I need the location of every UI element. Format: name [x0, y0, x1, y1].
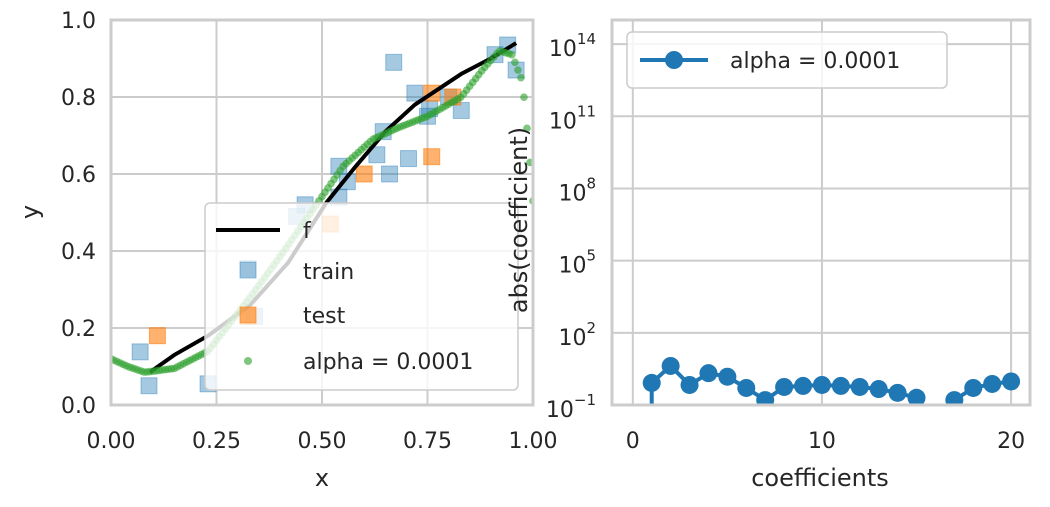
fit-point	[511, 58, 519, 67]
y-tick-label: 108	[558, 174, 596, 206]
y-tick-label: 0.0	[61, 394, 96, 419]
legend-test-label: test	[303, 304, 346, 329]
left-legend: f train test alpha = 0.0001	[204, 202, 519, 391]
x-tick-label: 10	[808, 429, 836, 454]
coef-point	[794, 376, 813, 395]
y-tick-label: 1014	[549, 30, 596, 62]
left-x-axis-label: x	[315, 464, 329, 492]
coef-point	[888, 383, 907, 402]
legend-test-marker	[239, 306, 257, 324]
coef-point	[945, 391, 964, 405]
train-point	[368, 146, 386, 164]
legend-fit-label: alpha = 0.0001	[303, 350, 473, 375]
coef-point	[661, 356, 680, 375]
test-point	[355, 165, 373, 183]
f-line	[148, 41, 518, 374]
y-tick-label: 0.6	[61, 163, 96, 188]
y-tick-label: 102	[558, 319, 596, 351]
coef-point	[756, 391, 775, 405]
x-tick-label: 20	[997, 429, 1025, 454]
x-tick-label: 1.00	[509, 429, 558, 454]
right-x-axis-label: coefficients	[751, 464, 889, 492]
test-point	[148, 327, 166, 345]
legend-coef-marker	[665, 51, 683, 69]
coef-line	[953, 379, 1012, 402]
fit-point	[523, 124, 531, 133]
train-point	[131, 343, 149, 361]
y-tick-label: 1011	[549, 102, 596, 134]
coef-point	[699, 364, 718, 383]
train-point	[385, 53, 403, 71]
fit-point	[526, 158, 533, 167]
coef-point	[718, 367, 737, 386]
fit-point	[517, 73, 525, 82]
left-y-axis-label: y	[16, 205, 44, 219]
coef-point	[983, 374, 1002, 393]
coef-point	[775, 377, 794, 396]
x-tick-label: 0.75	[403, 429, 452, 454]
y-tick-label: 0.4	[61, 240, 96, 265]
legend-f-label: f	[303, 219, 312, 244]
coef-point	[869, 380, 888, 399]
y-tick-label: 1.0	[61, 9, 96, 34]
coef-point	[907, 388, 926, 405]
coef-point	[1002, 372, 1021, 391]
fit-point	[520, 93, 528, 101]
legend-train-label: train	[303, 260, 354, 285]
coef-point	[850, 377, 869, 396]
coef-point	[831, 376, 850, 395]
test-point	[423, 148, 441, 166]
train-point	[140, 377, 158, 395]
x-tick-label: 0.25	[192, 429, 241, 454]
fit-point	[514, 66, 522, 74]
y-tick-label: 10−1	[546, 391, 596, 423]
x-tick-label: 0.50	[298, 429, 347, 454]
legend-train-marker	[239, 261, 257, 279]
coef-point	[642, 373, 661, 392]
right-y-axis-label: abs(coefficient)	[505, 127, 533, 313]
y-tick-label: 0.2	[61, 317, 96, 342]
legend-coef-label: alpha = 0.0001	[730, 49, 900, 74]
y-tick-label: 0.8	[61, 86, 96, 111]
coef-point	[737, 378, 756, 397]
train-point	[406, 84, 424, 102]
legend-fit-marker	[244, 357, 252, 365]
coef-point	[680, 375, 699, 394]
x-tick-label: 0.00	[87, 429, 136, 454]
y-tick-label: 105	[558, 247, 596, 279]
train-point	[400, 150, 418, 168]
left-plot: f train test alpha = 0.0001 0.00 0.25 0.50…	[16, 9, 557, 492]
coef-point	[964, 378, 983, 397]
fit-point	[508, 50, 516, 59]
train-point	[381, 165, 399, 183]
right-plot: alpha = 0.0001 0 10 20 10−1 102 105 108 1011 101…	[505, 18, 1032, 492]
right-legend: alpha = 0.0001	[626, 31, 948, 89]
x-tick-label: 0	[626, 429, 640, 454]
coef-point	[812, 375, 831, 394]
